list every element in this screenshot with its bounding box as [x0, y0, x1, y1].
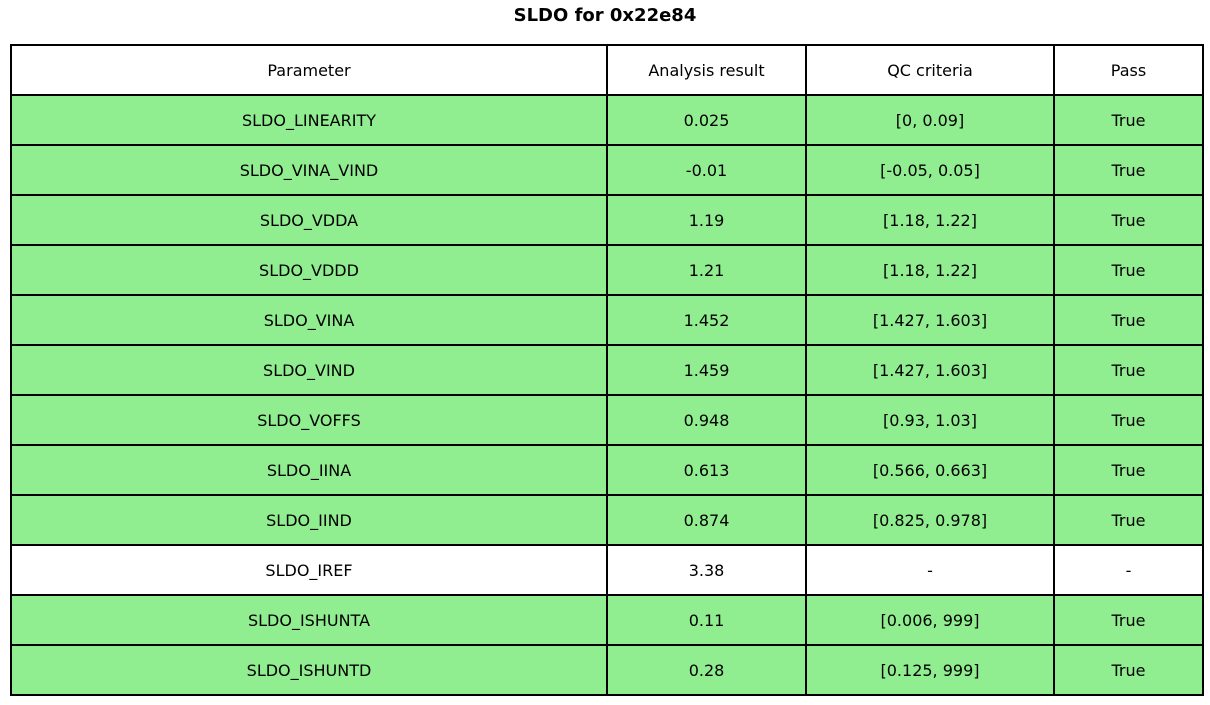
cell-pass: -	[1053, 544, 1204, 596]
cell-pass: True	[1053, 294, 1204, 346]
cell-parameter: SLDO_IIND	[10, 494, 608, 546]
cell-qc-criteria: [1.18, 1.22]	[805, 244, 1055, 296]
cell-qc-criteria: [1.427, 1.603]	[805, 294, 1055, 346]
cell-qc-criteria: -	[805, 544, 1055, 596]
column-header-qc-criteria: QC criteria	[805, 44, 1055, 96]
cell-analysis-result: 0.613	[606, 444, 807, 496]
cell-parameter: SLDO_VINA_VIND	[10, 144, 608, 196]
cell-parameter: SLDO_IINA	[10, 444, 608, 496]
cell-analysis-result: 0.948	[606, 394, 807, 446]
cell-qc-criteria: [0.566, 0.663]	[805, 444, 1055, 496]
cell-pass: True	[1053, 344, 1204, 396]
table-row: SLDO_ISHUNTD 0.28 [0.125, 999] True	[10, 644, 1204, 696]
table-row: SLDO_VINA 1.452 [1.427, 1.603] True	[10, 294, 1204, 346]
cell-parameter: SLDO_IREF	[10, 544, 608, 596]
cell-pass: True	[1053, 494, 1204, 546]
table-row: SLDO_IINA 0.613 [0.566, 0.663] True	[10, 444, 1204, 496]
header-row: Parameter Analysis result QC criteria Pa…	[10, 44, 1204, 96]
cell-pass: True	[1053, 594, 1204, 646]
column-header-analysis-result: Analysis result	[606, 44, 807, 96]
cell-parameter: SLDO_VINA	[10, 294, 608, 346]
table-row: SLDO_VIND 1.459 [1.427, 1.603] True	[10, 344, 1204, 396]
table-row: SLDO_IREF 3.38- -	[10, 544, 1204, 596]
cell-analysis-result: 1.19	[606, 194, 807, 246]
column-header-pass: Pass	[1053, 44, 1204, 96]
cell-qc-criteria: [0, 0.09]	[805, 94, 1055, 146]
cell-analysis-result: 1.21	[606, 244, 807, 296]
column-header-parameter: Parameter	[10, 44, 608, 96]
cell-qc-criteria: [0.825, 0.978]	[805, 494, 1055, 546]
cell-qc-criteria: [0.006, 999]	[805, 594, 1055, 646]
table-row: SLDO_ISHUNTA 0.11 [0.006, 999] True	[10, 594, 1204, 646]
page-title: SLDO for 0x22e84	[513, 5, 697, 26]
table-row: SLDO_VDDD 1.21 [1.18, 1.22] True	[10, 244, 1204, 296]
cell-parameter: SLDO_VIND	[10, 344, 608, 396]
cell-qc-criteria: [1.427, 1.603]	[805, 344, 1055, 396]
cell-analysis-result: 0.11	[606, 594, 807, 646]
cell-qc-criteria: [1.18, 1.22]	[805, 194, 1055, 246]
cell-parameter: SLDO_LINEARITY	[10, 94, 608, 146]
cell-analysis-result: -0.01	[606, 144, 807, 196]
cell-analysis-result: 3.38	[606, 544, 807, 596]
cell-pass: True	[1053, 394, 1204, 446]
table-row: SLDO_VDDA 1.19 [1.18, 1.22] True	[10, 194, 1204, 246]
cell-pass: True	[1053, 444, 1204, 496]
cell-parameter: SLDO_VOFFS	[10, 394, 608, 446]
cell-parameter: SLDO_VDDD	[10, 244, 608, 296]
cell-analysis-result: 0.025	[606, 94, 807, 146]
cell-pass: True	[1053, 644, 1204, 696]
table-body: SLDO_LINEARITY 0.025 [0, 0.09] True SLDO_VIN…	[10, 94, 1204, 696]
cell-qc-criteria: [0.93, 1.03]	[805, 394, 1055, 446]
cell-analysis-result: 0.28	[606, 644, 807, 696]
cell-analysis-result: 0.874	[606, 494, 807, 546]
cell-pass: True	[1053, 144, 1204, 196]
cell-pass: True	[1053, 94, 1204, 146]
cell-analysis-result: 1.452	[606, 294, 807, 346]
cell-pass: True	[1053, 244, 1204, 296]
cell-parameter: SLDO_ISHUNTD	[10, 644, 608, 696]
qc-results-table: Parameter Analysis result QC criteria Pa…	[10, 44, 1204, 696]
cell-pass: True	[1053, 194, 1204, 246]
table-row: SLDO_LINEARITY 0.025 [0, 0.09] True	[10, 94, 1204, 146]
cell-analysis-result: 1.459	[606, 344, 807, 396]
table-row: SLDO_IIND 0.874 [0.825, 0.978] True	[10, 494, 1204, 546]
cell-qc-criteria: [0.125, 999]	[805, 644, 1055, 696]
table-row: SLDO_VINA_VIND -0.01 [-0.05, 0.05] True	[10, 144, 1204, 196]
table-row: SLDO_VOFFS 0.948 [0.93, 1.03] True	[10, 394, 1204, 446]
cell-parameter: SLDO_ISHUNTA	[10, 594, 608, 646]
cell-qc-criteria: [-0.05, 0.05]	[805, 144, 1055, 196]
cell-parameter: SLDO_VDDA	[10, 194, 608, 246]
